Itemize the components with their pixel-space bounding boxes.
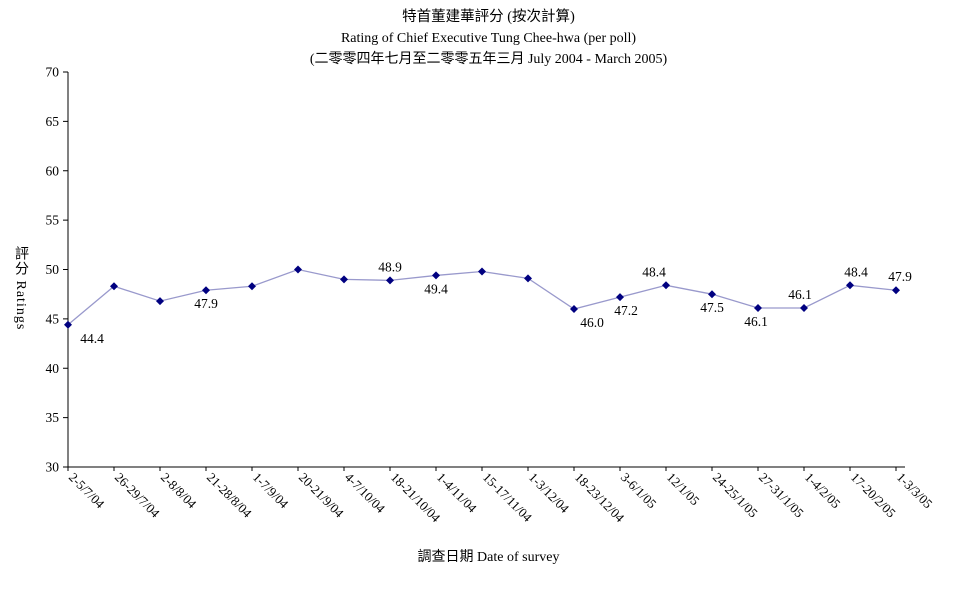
x-tick-label: 12/1/05 [664,470,703,509]
data-point-marker [64,320,72,329]
x-tick-label: 1-3/3/05 [894,470,936,512]
data-point-label: 47.9 [888,269,912,284]
data-point-marker [846,281,854,290]
data-point-label: 47.2 [614,303,638,318]
x-tick-label: 1-7/9/04 [250,470,292,512]
chart-subtitle: (二零零四年七月至二零零五年三月 July 2004 - March 2005) [309,52,668,67]
data-point-marker [524,274,532,283]
x-tick-label: 17-20/2/05 [848,470,899,521]
data-point-marker [892,286,900,295]
x-tick-label: 21-28/8/04 [204,470,255,521]
data-point-marker [110,282,118,291]
x-tick-label: 2-5/7/04 [66,470,108,512]
data-point-marker [616,293,624,302]
y-tick-label: 40 [46,361,60,376]
y-tick-label: 65 [46,114,60,129]
y-tick-label: 35 [46,410,60,425]
chart-title-zh: 特首董建華評分 (按次計算) [402,9,575,25]
data-point-label: 49.4 [424,281,448,296]
data-point-marker [432,271,440,280]
data-point-marker [340,275,348,284]
x-tick-label: 3-6/1/05 [618,470,660,512]
x-tick-label: 20-21/9/04 [296,470,347,521]
data-point-label: 48.4 [844,264,868,279]
y-tick-label: 55 [46,213,60,228]
data-point-marker [570,305,578,313]
x-tick-label: 1-4/2/05 [802,470,844,512]
data-point-marker [156,297,164,306]
data-point-label: 48.9 [378,259,402,274]
x-axis-title: 調查日期 Date of survey [417,550,560,565]
data-point-label: 46.0 [580,315,604,330]
chart-header: 特首董建華評分 (按次計算) Rating of Chief Executive… [0,6,977,70]
data-point-label: 46.1 [788,287,812,302]
data-point-label: 47.9 [194,296,218,311]
y-tick-label: 30 [46,460,60,475]
y-axis-title: 評分 Ratings [13,246,28,331]
x-tick-label: 26-29/7/04 [112,470,163,521]
data-point-marker [294,265,302,274]
data-point-label: 44.4 [80,331,104,346]
y-tick-label: 70 [46,65,60,80]
data-point-label: 46.1 [744,314,768,329]
data-point-marker [386,276,394,285]
x-tick-label: 1-4/11/04 [434,470,480,516]
data-point-marker [708,290,716,299]
x-tick-label: 4-7/10/04 [342,470,389,517]
data-point-label: 47.5 [700,300,724,315]
x-tick-label: 1-3/12/04 [526,470,573,517]
x-tick-label: 2-8/8/04 [158,470,200,512]
y-tick-label: 60 [46,163,60,178]
x-tick-label: 24-25/1/05 [710,470,761,521]
data-point-marker [662,281,670,290]
x-tick-label: 27-31/1/05 [756,470,807,521]
data-point-marker [478,267,486,276]
chart-title-en: Rating of Chief Executive Tung Chee-hwa … [340,31,637,46]
rating-line [67,268,897,326]
data-point-marker [754,304,762,313]
y-tick-label: 45 [46,311,60,326]
data-point-marker [202,286,210,295]
data-point-label: 48.4 [642,264,666,279]
y-tick-label: 50 [46,262,60,277]
data-point-marker [800,304,808,313]
data-point-marker [248,282,256,291]
